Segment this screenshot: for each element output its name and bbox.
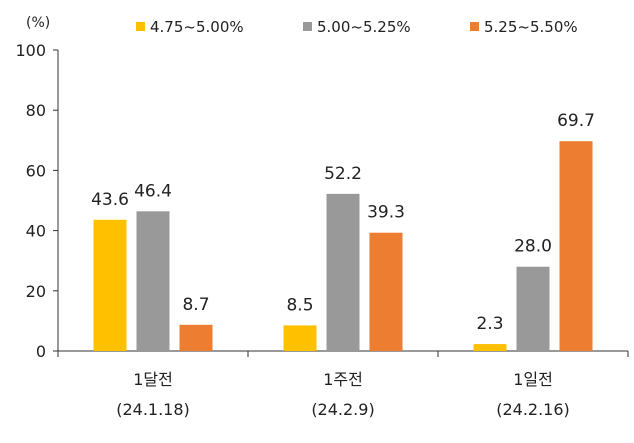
y-tick-label: 80 (26, 101, 46, 120)
chart-data-labels: 43.6 46.4 8.7 8.5 52.239.3 2.3 28.0 69.7 (91, 111, 595, 334)
y-tick-label: 40 (26, 222, 46, 241)
data-label: 8.7 (182, 295, 209, 315)
chart-legend: 4.75~5.00% 5.00~5.25% 5.25~5.50% (136, 18, 578, 36)
y-tick-label: 20 (26, 282, 46, 301)
y-tick-label: 100 (15, 41, 46, 60)
legend-label: 5.25~5.50% (484, 18, 578, 36)
bar (559, 141, 593, 351)
legend-swatch (470, 22, 479, 31)
x-category-label: (24.2.9) (311, 400, 374, 419)
x-category-label: 1주전 (323, 370, 363, 389)
data-label: 46.4 (134, 181, 172, 201)
chart-axes: 0 20 40 60 80 100 (%) 1달전 (24.1.18) 1주전 (24.2.9) 1일… (15, 15, 629, 419)
legend-label: 5.00~5.25% (317, 18, 411, 36)
data-label: 43.6 (91, 190, 129, 210)
data-label: 28.0 (514, 237, 552, 257)
data-label: 2.3 (476, 314, 503, 334)
y-unit-label: (%) (26, 15, 50, 31)
bar (326, 193, 360, 351)
bar (93, 219, 127, 351)
x-category-label: 1일전 (513, 370, 553, 389)
bar (516, 266, 550, 351)
x-category-label: 1달전 (133, 370, 173, 389)
bar (473, 344, 507, 351)
data-label: 69.7 (557, 111, 595, 131)
bar (136, 211, 170, 351)
bar (283, 325, 317, 351)
legend-swatch (303, 22, 312, 31)
legend-swatch (136, 22, 145, 31)
x-category-label: (24.1.18) (116, 400, 190, 419)
legend-label: 4.75~5.00% (150, 18, 244, 36)
data-label: 52.2 (324, 164, 362, 184)
data-label: 39.3 (367, 203, 405, 223)
y-tick-label: 0 (36, 342, 46, 361)
bar (179, 324, 213, 351)
y-tick-label: 60 (26, 161, 46, 180)
x-category-label: (24.2.16) (496, 400, 570, 419)
bar (369, 232, 403, 351)
chart-bars (93, 141, 593, 351)
data-label: 8.5 (286, 295, 313, 315)
